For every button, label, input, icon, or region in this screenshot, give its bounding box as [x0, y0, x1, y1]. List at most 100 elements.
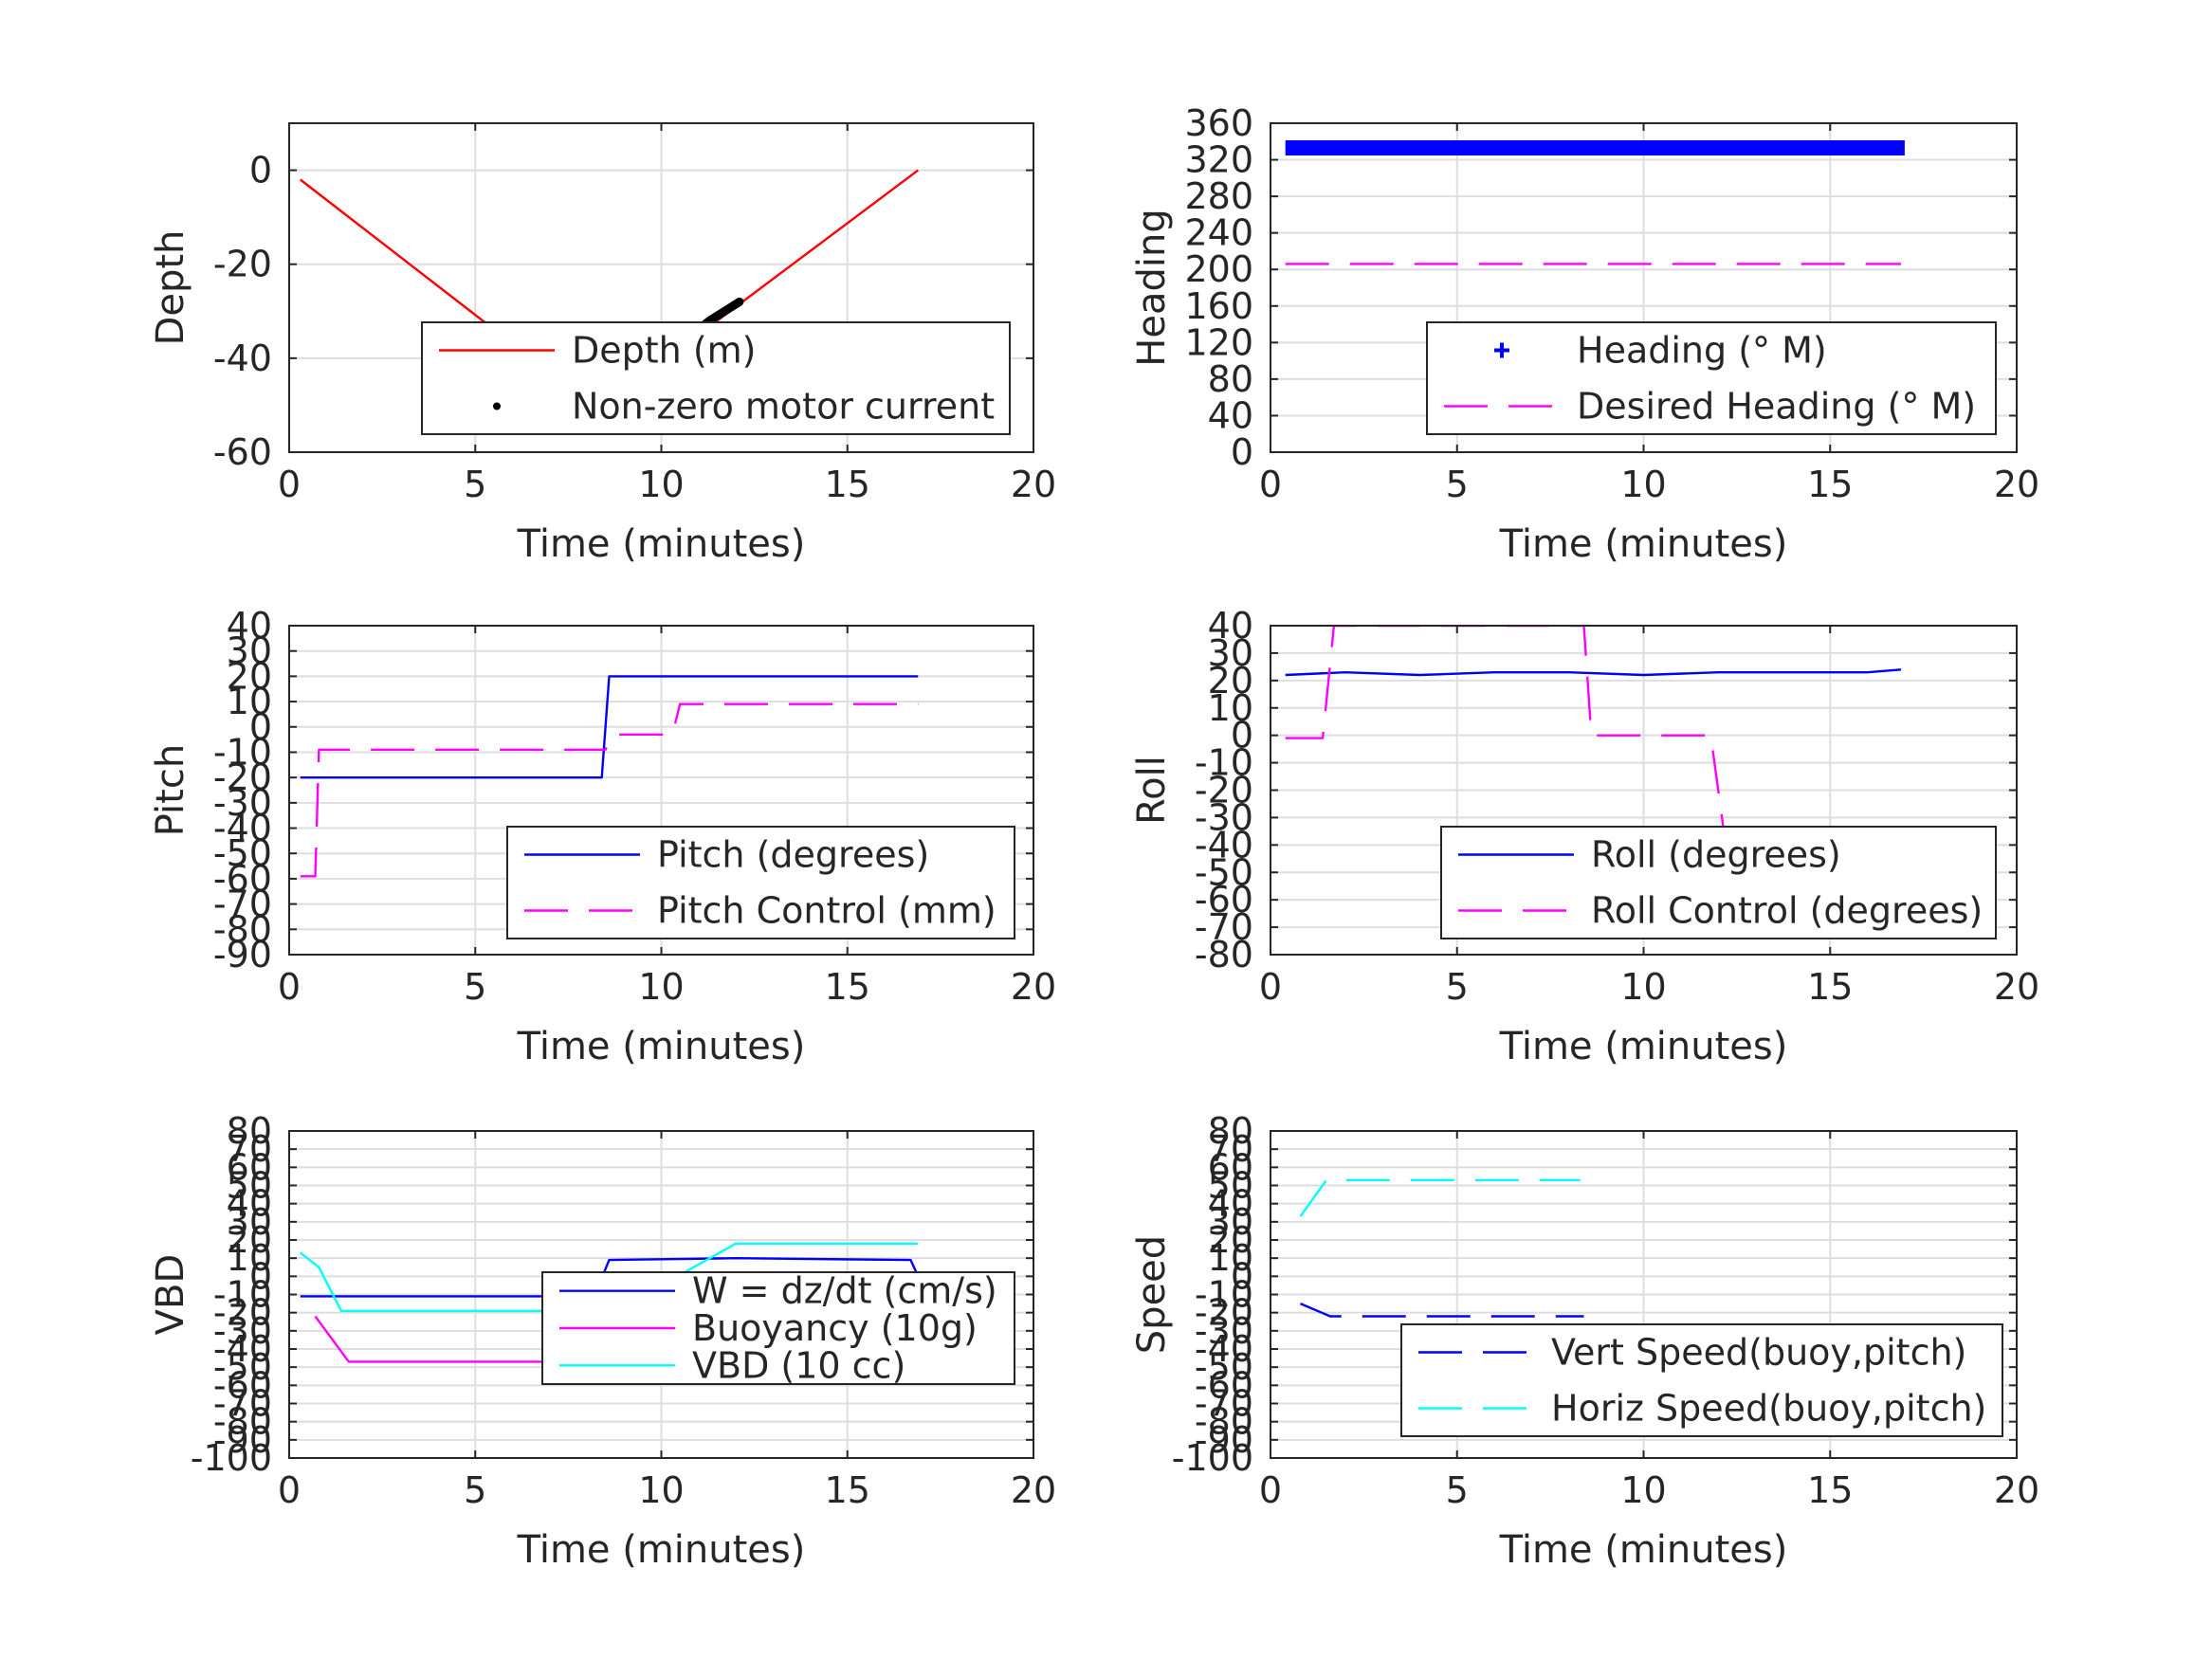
y-tick-label-vbd-14: 40	[227, 1183, 272, 1225]
x-tick-label-vbd-3: 15	[825, 1469, 870, 1511]
legend-depth: Depth (m) Non-zero motor current	[421, 321, 1011, 435]
y-tick-label-speed-10: 0	[1231, 1255, 1253, 1297]
x-tick-label-pitch-2: 10	[638, 966, 684, 1008]
y-tick-label-vbd-5: -50	[213, 1346, 272, 1388]
y-tick-label-roll-8: 0	[1231, 715, 1253, 757]
x-tick-label-heading-2: 10	[1620, 464, 1666, 505]
y-axis-label-speed: Speed	[1130, 1235, 1174, 1354]
y-tick-label-pitch-2: -70	[213, 884, 272, 925]
y-tick-label-pitch-9: 0	[249, 706, 272, 748]
y-tick-label-speed-5: -50	[1195, 1346, 1253, 1388]
legend-label-heading-0: Heading (° M)	[1577, 330, 1827, 372]
x-axis-label-vbd: Time (minutes)	[517, 1528, 806, 1572]
y-tick-label-depth-1: -40	[213, 337, 272, 379]
x-tick-label-vbd-0: 0	[278, 1469, 301, 1511]
x-tick-label-pitch-3: 15	[825, 966, 870, 1008]
legend-label-roll-0: Roll (degrees)	[1591, 834, 1841, 876]
y-tick-label-heading-5: 200	[1184, 248, 1253, 290]
legend-pitch: Pitch (degrees) Pitch Control (mm)	[506, 826, 1015, 939]
legend-label-pitch-0: Pitch (degrees)	[657, 834, 929, 876]
x-tick-label-roll-4: 20	[1994, 966, 2039, 1008]
panel-speed: 0 5 10 15 20-100-90-80-70-60-50-40-30-20-100…	[1130, 1110, 2039, 1572]
legend-swatch-depth-1	[493, 402, 501, 410]
x-tick-label-speed-0: 0	[1259, 1469, 1282, 1511]
panel-depth: 0 5 10 15 20 -60 -40 -20 0 Time (minutes) Depth Dep…	[149, 122, 1056, 566]
y-axis-label-pitch: Pitch	[149, 744, 192, 836]
y-tick-label-speed-4: -60	[1195, 1364, 1253, 1406]
x-tick-label-vbd-4: 20	[1011, 1469, 1056, 1511]
y-tick-label-vbd-8: -20	[213, 1292, 272, 1334]
panel-roll: 0 5 10 15 20-80-70-60-50-40-30-20-1001020304…	[1130, 605, 2039, 1068]
y-axis-label-roll: Roll	[1130, 756, 1174, 825]
y-tick-label-roll-4: -40	[1195, 824, 1253, 866]
y-tick-label-speed-9: -10	[1195, 1274, 1253, 1316]
x-tick-label-vbd-1: 5	[464, 1469, 486, 1511]
y-tick-label-vbd-17: 70	[227, 1128, 272, 1170]
y-tick-label-pitch-8: -10	[213, 731, 272, 773]
y-tick-label-speed-7: -30	[1195, 1310, 1253, 1352]
y-tick-label-speed-18: 80	[1208, 1110, 1253, 1152]
legend-label-speed-0: Vert Speed(buoy,pitch)	[1551, 1332, 1966, 1374]
y-tick-label-roll-0: -80	[1195, 934, 1253, 975]
y-tick-label-vbd-1: -90	[213, 1419, 272, 1461]
y-tick-label-speed-16: 60	[1208, 1146, 1253, 1188]
y-tick-label-heading-0: 0	[1231, 431, 1253, 473]
x-tick-label-speed-4: 20	[1994, 1469, 2039, 1511]
x-tick-label-pitch-1: 5	[464, 966, 486, 1008]
legend-speed: Vert Speed(buoy,pitch) Horiz Speed(buoy,p…	[1400, 1323, 2003, 1437]
x-tick-label-speed-1: 5	[1446, 1469, 1469, 1511]
legend-label-roll-1: Roll Control (degrees)	[1591, 890, 1983, 932]
y-tick-label-speed-12: 20	[1208, 1219, 1253, 1261]
y-tick-label-speed-14: 40	[1208, 1183, 1253, 1225]
series-pitch-0	[300, 675, 919, 779]
y-tick-label-heading-8: 320	[1184, 139, 1253, 181]
y-tick-label-vbd-10: 0	[249, 1255, 272, 1297]
x-tick-label-speed-3: 15	[1807, 1469, 1853, 1511]
y-tick-label-pitch-6: -30	[213, 782, 272, 824]
series-speed-1	[1299, 1178, 1581, 1217]
x-tick-label-heading-4: 20	[1994, 464, 2039, 505]
y-tick-label-roll-9: 10	[1208, 687, 1253, 729]
y-tick-label-pitch-1: -80	[213, 908, 272, 950]
y-tick-label-pitch-13: 40	[227, 605, 272, 647]
legend-label-vbd-0: W = dz/dt (cm/s)	[692, 1270, 997, 1312]
y-tick-label-vbd-6: -40	[213, 1328, 272, 1370]
y-tick-label-pitch-11: 20	[227, 655, 272, 697]
y-axis-label-depth: Depth	[149, 230, 192, 346]
legend-label-depth-1: Non-zero motor current	[572, 386, 995, 428]
y-tick-label-heading-3: 120	[1184, 321, 1253, 363]
y-tick-label-vbd-13: 30	[227, 1201, 272, 1243]
y-tick-label-heading-7: 280	[1184, 175, 1253, 217]
y-tick-label-pitch-4: -50	[213, 832, 272, 874]
x-tick-label-depth-3: 15	[825, 464, 870, 505]
y-tick-label-roll-5: -30	[1195, 796, 1253, 838]
y-tick-label-roll-12: 40	[1208, 605, 1253, 647]
x-tick-label-heading-3: 15	[1807, 464, 1853, 505]
series-speed-0	[1300, 1302, 1584, 1318]
y-tick-label-speed-8: -20	[1195, 1292, 1253, 1334]
y-tick-label-roll-3: -50	[1195, 851, 1253, 893]
x-tick-label-roll-2: 10	[1620, 966, 1666, 1008]
y-tick-label-vbd-0: -100	[191, 1437, 272, 1479]
legend-roll: Roll (degrees) Roll Control (degrees)	[1440, 826, 1997, 939]
x-tick-label-pitch-4: 20	[1011, 966, 1056, 1008]
x-axis-label-speed: Time (minutes)	[1499, 1528, 1788, 1572]
y-tick-label-heading-4: 160	[1184, 285, 1253, 327]
y-axis-label-heading: Heading	[1130, 209, 1174, 366]
y-tick-label-pitch-5: -40	[213, 808, 272, 849]
x-tick-label-depth-2: 10	[638, 464, 684, 505]
x-tick-label-heading-1: 5	[1446, 464, 1469, 505]
y-tick-label-roll-10: 20	[1208, 660, 1253, 702]
y-tick-label-depth-0: -60	[213, 431, 272, 473]
y-tick-label-pitch-12: 30	[227, 630, 272, 672]
y-tick-label-vbd-12: 20	[227, 1219, 272, 1261]
y-tick-label-speed-11: 10	[1208, 1237, 1253, 1279]
legend-vbd: W = dz/dt (cm/s)Buoyancy (10g)VBD (10 cc…	[541, 1270, 1015, 1386]
y-tick-label-depth-2: -20	[213, 244, 272, 285]
x-tick-label-depth-4: 20	[1011, 464, 1056, 505]
y-tick-label-pitch-3: -60	[213, 858, 272, 900]
y-tick-label-roll-2: -60	[1195, 879, 1253, 921]
y-tick-label-vbd-16: 60	[227, 1146, 272, 1188]
y-tick-label-speed-17: 70	[1208, 1128, 1253, 1170]
